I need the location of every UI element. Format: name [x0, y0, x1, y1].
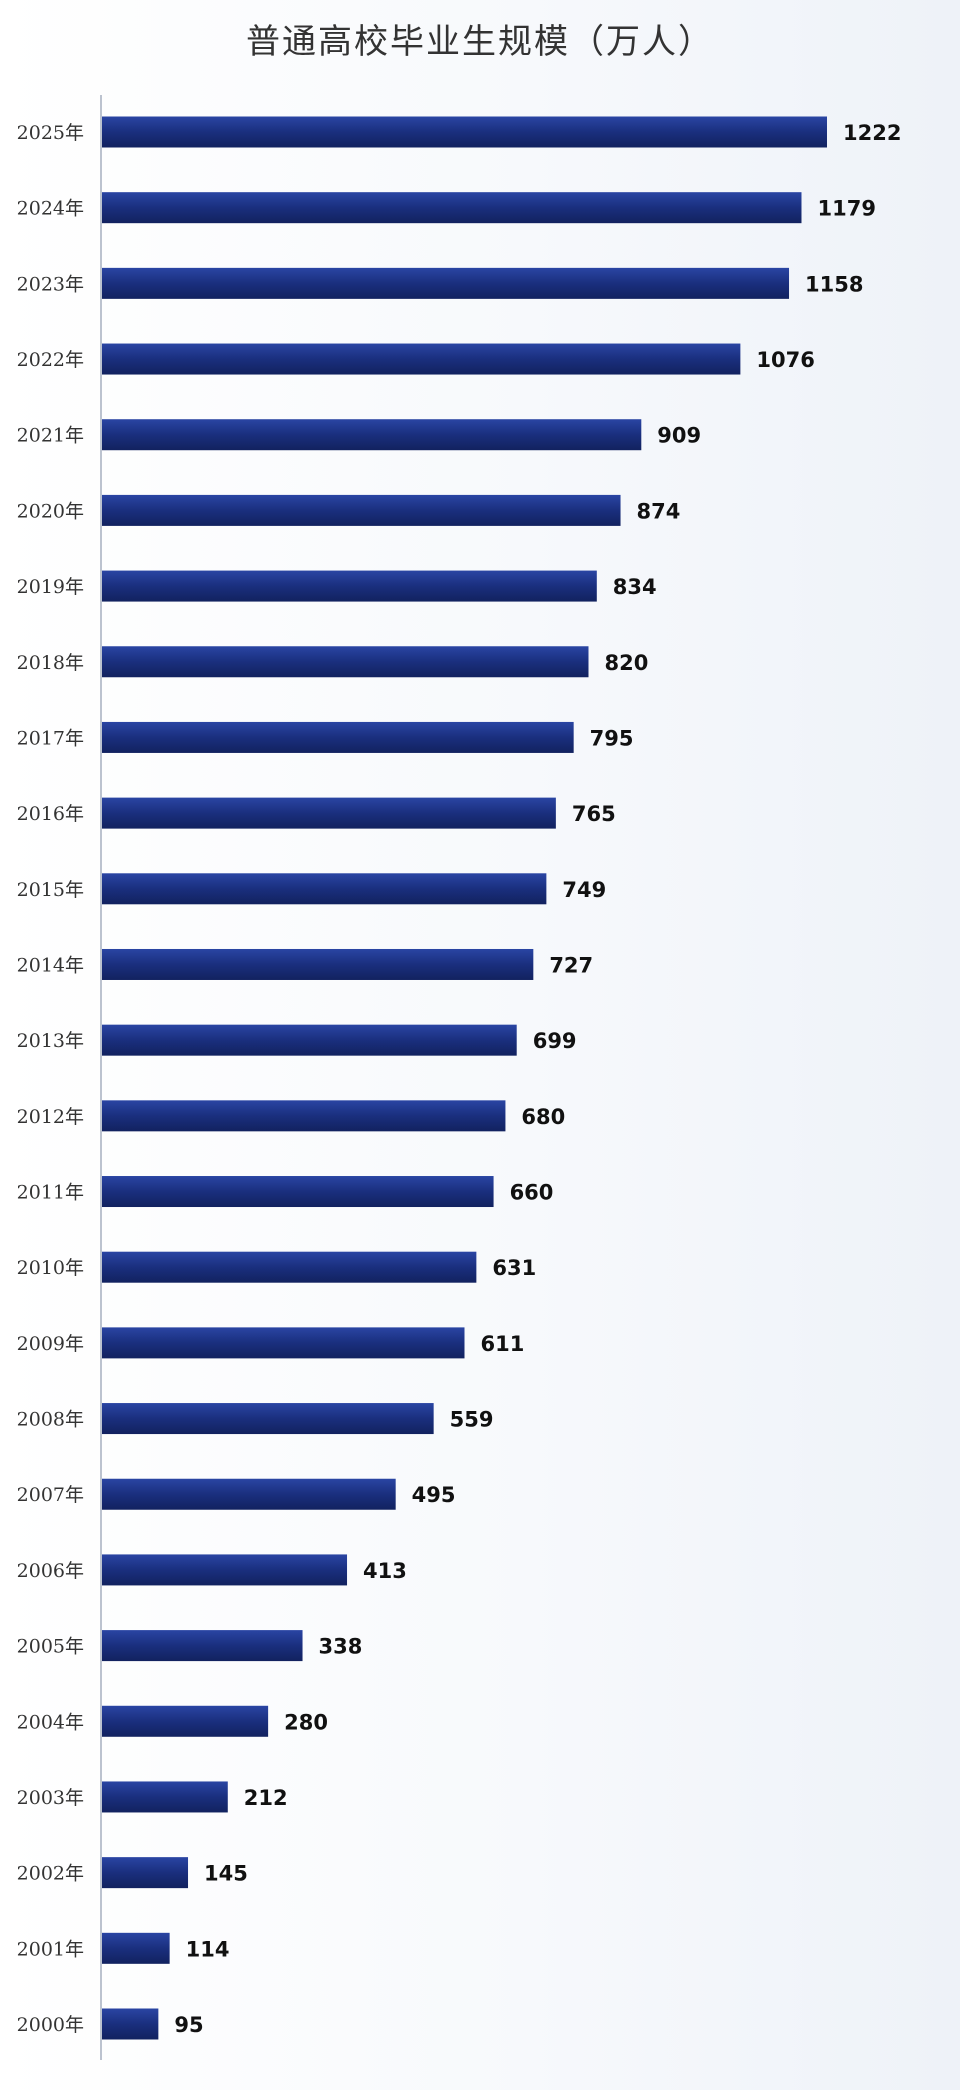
category-label: 2022年 [17, 349, 84, 371]
value-label: 749 [562, 878, 606, 902]
bar [102, 343, 741, 375]
value-label: 631 [492, 1256, 536, 1280]
bar [102, 1554, 348, 1586]
value-label: 699 [533, 1029, 577, 1053]
value-label: 145 [204, 1862, 248, 1886]
category-label: 2015年 [17, 879, 84, 901]
bar [102, 873, 547, 905]
value-label: 834 [613, 575, 657, 599]
bar [102, 494, 621, 526]
bar [102, 1857, 189, 1889]
value-label: 909 [657, 424, 701, 448]
category-label: 2024年 [17, 198, 84, 220]
bar [102, 1403, 434, 1435]
bar [102, 570, 597, 602]
bar [102, 192, 802, 224]
value-label: 680 [521, 1105, 565, 1129]
bar [102, 1100, 506, 1132]
value-label: 413 [363, 1559, 407, 1583]
value-label: 1179 [817, 197, 875, 221]
bar [102, 1251, 477, 1283]
category-label: 2023年 [17, 273, 84, 295]
value-label: 795 [590, 726, 634, 750]
bar [102, 1630, 303, 1662]
category-label: 2014年 [17, 954, 84, 976]
bar [102, 1932, 170, 1964]
value-label: 1222 [843, 121, 901, 145]
category-label: 2001年 [17, 1938, 84, 1960]
category-label: 2005年 [17, 1636, 84, 1658]
category-label: 2012年 [17, 1106, 84, 1128]
category-label: 2025年 [17, 122, 84, 144]
chart-title: 普通高校毕业生规模（万人） [246, 22, 714, 62]
category-label: 2017年 [17, 727, 84, 749]
bar [102, 1024, 517, 1056]
bar [102, 116, 827, 148]
bar [102, 419, 642, 451]
bar [102, 721, 574, 753]
category-label: 2006年 [17, 1560, 84, 1582]
bar [102, 1176, 494, 1208]
bar [102, 948, 534, 980]
bar [102, 267, 790, 299]
value-label: 95 [174, 2013, 203, 2037]
value-label: 559 [450, 1408, 494, 1432]
value-label: 114 [186, 1937, 230, 1961]
category-label: 2016年 [17, 803, 84, 825]
bar [102, 1478, 396, 1510]
value-label: 338 [319, 1635, 363, 1659]
value-label: 874 [637, 499, 681, 523]
category-label: 2004年 [17, 1711, 84, 1733]
category-label: 2013年 [17, 1030, 84, 1052]
bar [102, 646, 589, 678]
category-label: 2020年 [17, 500, 84, 522]
value-label: 611 [481, 1332, 525, 1356]
value-label: 212 [244, 1786, 288, 1810]
value-label: 727 [549, 953, 593, 977]
value-label: 820 [604, 651, 648, 675]
bar [102, 2008, 159, 2040]
value-label: 1158 [805, 272, 863, 296]
category-label: 2007年 [17, 1484, 84, 1506]
value-label: 495 [412, 1483, 456, 1507]
bar [102, 1705, 269, 1737]
value-label: 765 [572, 802, 616, 826]
bar [102, 1781, 228, 1813]
category-label: 2002年 [17, 1863, 84, 1885]
category-label: 2021年 [17, 425, 84, 447]
category-label: 2011年 [17, 1182, 84, 1204]
category-label: 2010年 [17, 1257, 84, 1279]
category-label: 2000年 [17, 2014, 84, 2036]
value-label: 1076 [756, 348, 814, 372]
category-label: 2019年 [17, 576, 84, 598]
category-label: 2003年 [17, 1787, 84, 1809]
category-label: 2018年 [17, 652, 84, 674]
category-label: 2008年 [17, 1409, 84, 1431]
bar [102, 1327, 465, 1359]
value-label: 280 [284, 1710, 328, 1734]
value-label: 660 [510, 1181, 554, 1205]
bar [102, 797, 556, 829]
category-label: 2009年 [17, 1333, 84, 1355]
